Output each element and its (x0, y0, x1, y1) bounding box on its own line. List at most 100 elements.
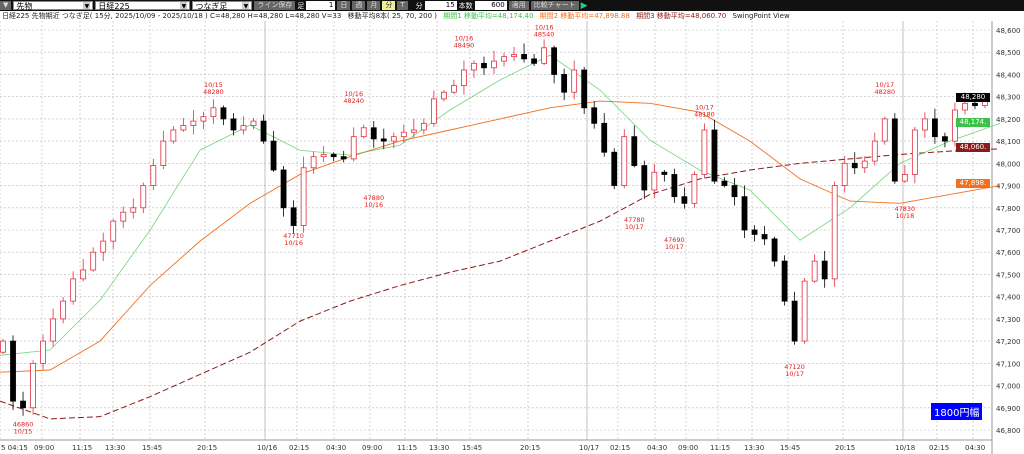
count-input[interactable]: 600 (474, 1, 507, 10)
x-tick-label: 15:45 (142, 444, 162, 452)
chart-title: 日経225 先物期近 つなぎ足( 15分, 2025/10/09 - 2025/… (2, 12, 342, 20)
swing-point-label: 10/16 (535, 23, 554, 31)
candle-body (100, 240, 107, 253)
bar-input[interactable]: 1 (306, 1, 336, 10)
candle-body (601, 122, 608, 153)
swing-point-label: 47690 (664, 236, 685, 244)
y-tick-label: 48,100 (996, 138, 1021, 146)
candle-body (170, 129, 177, 142)
apply-button[interactable]: 適用 (508, 1, 529, 10)
swing-point-label: 10/15 (14, 428, 33, 436)
candle-body (581, 69, 588, 109)
minute-label: 分 (415, 1, 423, 10)
save-line-button[interactable]: ライン保存 (254, 1, 296, 10)
x-tick-label: 13:30 (429, 444, 449, 452)
swing-point-label: 10/17 (625, 223, 644, 231)
toolbar: ▼ 先物 ▼ 日経225 ▼ つなぎ足 ▼ ライン保存 足 1 日 週 月 分 T 分… (0, 0, 1024, 11)
bar-label: 足 (297, 1, 305, 10)
candle-body (901, 174, 908, 182)
chain-select[interactable]: つなぎ足 ▼ (192, 1, 253, 11)
index-select[interactable]: 日経225 ▼ (95, 1, 191, 11)
x-tick-label: 10/18 (895, 444, 915, 452)
candle-body (801, 280, 808, 342)
swing-point-label: 10/18 (895, 212, 914, 220)
candle-body (370, 127, 377, 140)
candle-body (280, 169, 287, 209)
swing-point-label: 48180 (694, 110, 715, 118)
x-tick-label: 20:15 (520, 444, 540, 452)
candle-body (531, 58, 537, 64)
swing-point-label: 46860 (13, 421, 34, 429)
candle-body (671, 174, 678, 198)
y-tick-label: 47,200 (996, 338, 1021, 346)
candle-body (591, 107, 598, 124)
y-tick-label: 48,600 (996, 27, 1021, 35)
y-tick-label: 48,000 (996, 160, 1021, 168)
candle-body (270, 140, 277, 171)
y-tick-label: 47,600 (996, 249, 1021, 257)
swing-point-label: 10/16 (455, 34, 474, 42)
period-month[interactable]: 月 (367, 1, 381, 10)
chevron-down-icon: ▼ (83, 2, 91, 10)
green-flag-icon[interactable]: ▶ (580, 0, 588, 11)
period-tick[interactable]: T (397, 1, 408, 10)
candle-body (942, 136, 948, 142)
candle-body (691, 174, 698, 204)
y-tick-label: 48,200 (996, 116, 1021, 124)
candle-body (851, 162, 858, 169)
x-tick-label: 02:15 (929, 444, 949, 452)
x-tick-label: 5 04:15 (1, 444, 28, 452)
period-day[interactable]: 日 (337, 1, 351, 10)
x-tick-label: 04:30 (965, 444, 985, 452)
candle-body (631, 136, 638, 166)
y-tick-label: 47,500 (996, 271, 1021, 279)
candle-body (621, 136, 628, 186)
candle-body (561, 74, 568, 93)
chain-value: つなぎ足 (195, 2, 228, 11)
candle-body (511, 54, 517, 58)
minute-input[interactable]: 15 (424, 1, 457, 10)
candle-body (931, 118, 938, 138)
candle-body (50, 318, 57, 342)
candle-body (290, 207, 297, 226)
candle-body (641, 165, 648, 191)
candle-body (911, 129, 918, 175)
swing-point-label: 10/17 (875, 81, 894, 89)
y-tick-label: 47,100 (996, 360, 1021, 368)
period-minute[interactable]: 分 (382, 1, 396, 10)
market-select[interactable]: 先物 ▼ (13, 1, 94, 11)
menu-button[interactable]: ▼ (0, 1, 12, 10)
ma1-tag: 48,174. (956, 118, 990, 127)
candle-body (410, 129, 417, 133)
ma3-value: 期間3 移動平均=48,060.70 (636, 12, 727, 20)
x-tick-label: 13:30 (744, 444, 764, 452)
swing-point-label: 10/16 (364, 201, 383, 209)
swing-point-label: 48280 (203, 88, 224, 96)
x-tick-label: 09:00 (362, 444, 382, 452)
candle-body (741, 196, 748, 231)
candle-body (751, 229, 758, 235)
swing-point-label: 10/17 (785, 370, 804, 378)
candle-body (451, 85, 457, 93)
swing-point-label: 48240 (343, 97, 364, 105)
candle-body (611, 151, 618, 186)
candle-body (240, 125, 247, 131)
candle-body (701, 129, 708, 175)
candle-body (651, 171, 658, 191)
compare-chart-button[interactable]: 比較チャート (530, 1, 579, 10)
ma-title: 移動平均8本( 25, 70, 200 ) (347, 12, 438, 20)
swing-point-label: 47880 (363, 194, 384, 202)
x-tick-label: 02:15 (289, 444, 309, 452)
swing-point-label: 10/15 (204, 81, 223, 89)
x-tick-label: 02:15 (610, 444, 630, 452)
candle-body (140, 185, 147, 209)
candle-body (871, 140, 878, 162)
chevron-down-icon: ▼ (180, 2, 188, 10)
candle-body (200, 116, 207, 122)
candle-body (400, 131, 407, 138)
candle-body (791, 300, 798, 342)
candle-body (471, 62, 477, 71)
period-week[interactable]: 週 (352, 1, 366, 10)
candle-body (160, 140, 167, 166)
